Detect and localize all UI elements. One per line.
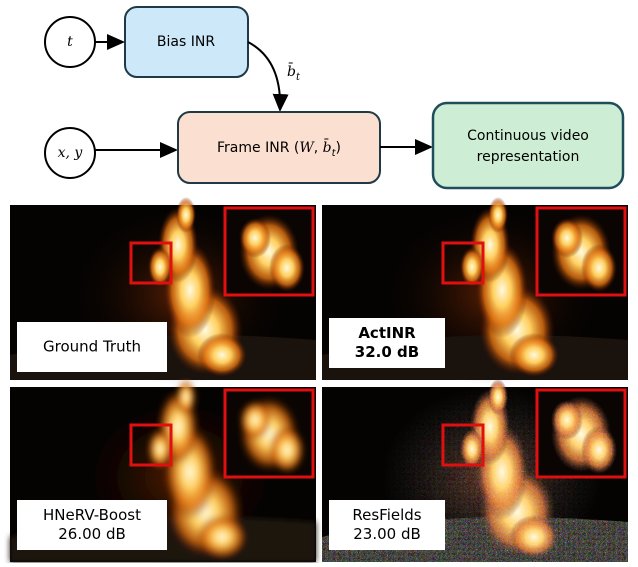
image-panel: Ground Truth: [10, 197, 316, 385]
edge-label: b̄t: [287, 62, 301, 83]
label-text: ActINR: [358, 324, 416, 342]
label-text: Ground Truth: [43, 338, 141, 356]
zoom-inset: [535, 206, 627, 297]
zoom-region: [129, 241, 173, 285]
label-text: 23.00 dB: [353, 525, 421, 543]
zoom-region: [441, 423, 485, 467]
zoom-inset: [223, 206, 315, 297]
node-label: Continuous video: [467, 128, 589, 144]
zoom-inset: [223, 388, 315, 479]
node-label: Frame INR (W, b̄t): [217, 138, 341, 159]
zoom-region: [129, 423, 173, 467]
label-text: 32.0 dB: [355, 343, 419, 361]
node-label: x, y: [58, 145, 84, 161]
label-box: [17, 500, 167, 550]
node-label: Bias INR: [157, 34, 215, 50]
label-box: [17, 322, 167, 372]
label-text: 26.00 dB: [58, 525, 126, 543]
node-circle: [44, 127, 96, 179]
label-box: [329, 500, 445, 550]
node-label: t: [67, 34, 73, 50]
diagram: t Bias INR b̄t x, y Frame INR (W, b̄t) C…: [44, 6, 625, 190]
node-label: representation: [477, 149, 580, 165]
node-box: [431, 101, 625, 190]
label-text: ResFields: [352, 506, 421, 524]
label-text: HNeRV-Boost: [43, 506, 141, 524]
zoom-region: [441, 241, 485, 285]
zoom-inset: [535, 388, 627, 479]
label-box: [329, 318, 445, 368]
arrow: [247, 41, 289, 112]
